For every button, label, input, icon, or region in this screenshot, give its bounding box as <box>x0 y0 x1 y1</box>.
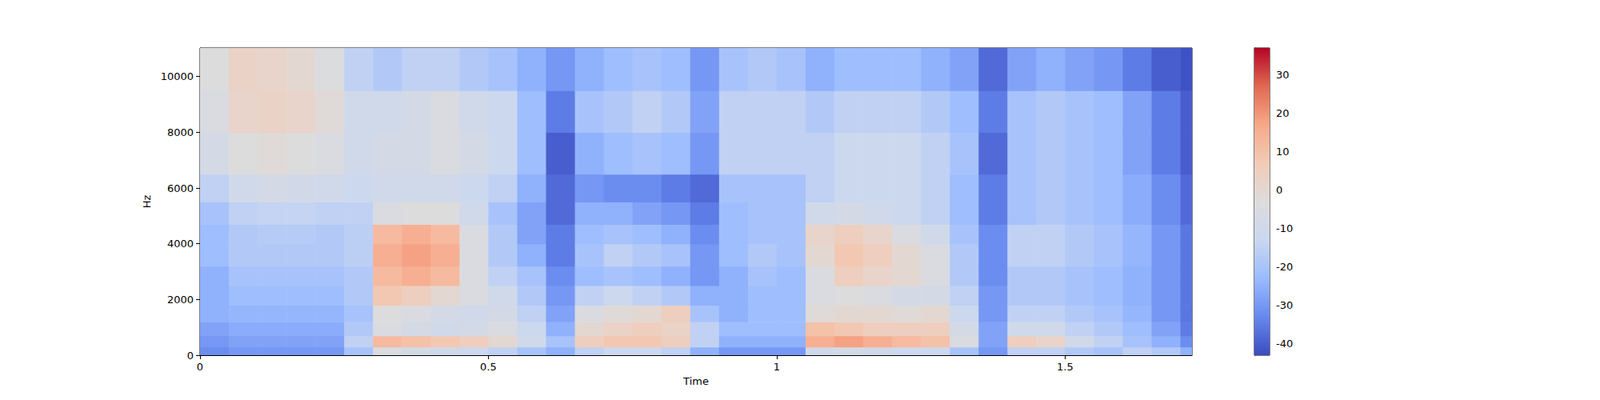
svg-text:0: 0 <box>187 349 194 362</box>
svg-text:0: 0 <box>196 360 204 373</box>
svg-text:0: 0 <box>1276 184 1283 196</box>
svg-text:-10: -10 <box>1276 222 1293 235</box>
svg-text:10: 10 <box>1276 145 1290 158</box>
svg-text:-30: -30 <box>1276 299 1293 312</box>
svg-text:30: 30 <box>1276 68 1290 81</box>
svg-text:Hz: Hz <box>140 195 153 209</box>
svg-text:10000: 10000 <box>160 70 194 83</box>
svg-text:-40: -40 <box>1276 337 1293 350</box>
svg-text:1.5: 1.5 <box>1056 360 1074 373</box>
svg-text:6000: 6000 <box>167 182 194 195</box>
svg-text:-20: -20 <box>1276 260 1293 273</box>
svg-text:0.5: 0.5 <box>480 360 497 373</box>
svg-text:1: 1 <box>773 360 780 373</box>
svg-text:2000: 2000 <box>167 293 194 306</box>
svg-text:Time: Time <box>682 375 709 388</box>
svg-text:4000: 4000 <box>167 237 194 250</box>
svg-text:20: 20 <box>1276 107 1290 120</box>
svg-text:8000: 8000 <box>167 126 194 139</box>
